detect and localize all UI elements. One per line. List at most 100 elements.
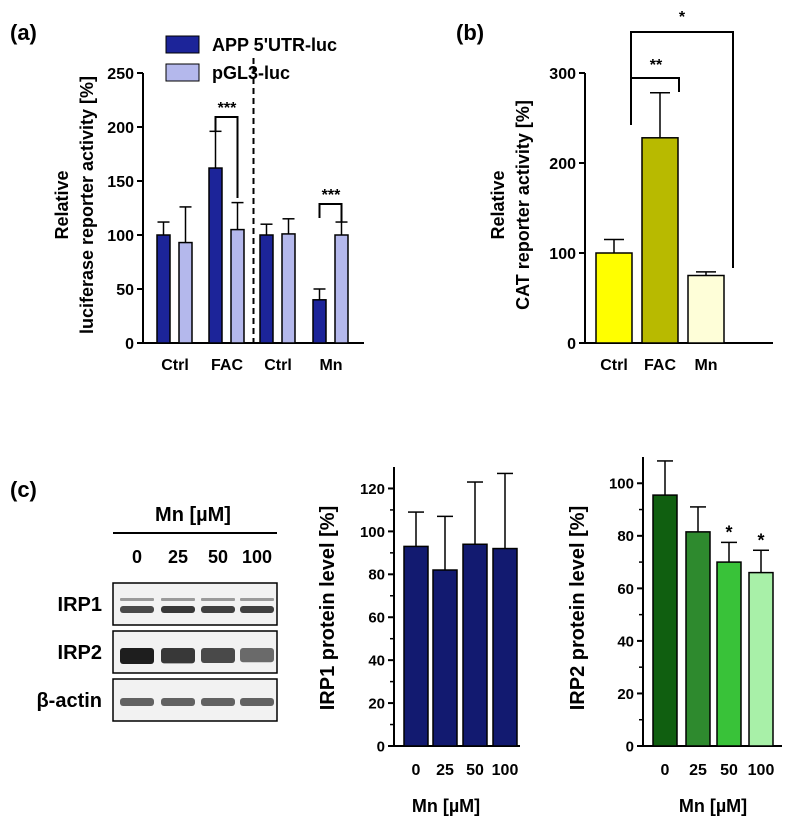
blot-frame-0: [112, 582, 278, 626]
chart-c2-bar-3: [748, 571, 774, 747]
chart-c1-ytick-label-4: 80: [368, 567, 385, 584]
chart-a-bar-0-1: [208, 167, 223, 344]
legend-label-app: APP 5'UTR-luc: [212, 35, 337, 55]
chart-c2-ytick-label-2: 40: [617, 633, 634, 650]
chart-b-xtick-label-0: Ctrl: [600, 357, 628, 374]
blot-faint-band-2: [201, 598, 235, 601]
chart-c1-ytick-label-1: 20: [368, 695, 385, 712]
chart-c1-xtick-label-0: 0: [412, 762, 421, 779]
chart-b-ytick-label-1: 100: [549, 246, 576, 263]
chart-b-sig-label-1: *: [679, 9, 686, 26]
panel-label-a: (a): [10, 20, 37, 45]
blot-row-label-1: IRP2: [58, 642, 102, 664]
chart-a-ytick-label-5: 250: [107, 66, 134, 83]
chart-c2-ytick-label-4: 80: [617, 528, 634, 545]
chart-c2-sig-label-0: *: [725, 522, 732, 542]
blot-band-0-0: [120, 606, 154, 613]
blot-row-label-2: β-actin: [36, 690, 102, 712]
blot-lane-label-2: 50: [208, 547, 228, 567]
chart-b-sig-bracket-1: [630, 31, 734, 268]
chart-a: Relative luciferase reporter activity [%…: [52, 35, 364, 374]
blot-band-2-3: [240, 698, 274, 706]
blot-lane-label-1: 25: [168, 547, 188, 567]
chart-c2-xtick-label-2: 50: [720, 762, 738, 779]
chart-c2-xtick-label-3: 100: [748, 762, 775, 779]
chart-c1-bar-2: [462, 543, 488, 747]
chart-c1: IRP1 protein level [%] Mn [µM] 0 20 40 60 80…: [317, 467, 520, 816]
chart-c2-xtick-label-0: 0: [661, 762, 670, 779]
chart-c1-xtick-label-1: 25: [436, 762, 454, 779]
chart-a-bar-0-2: [259, 234, 274, 344]
chart-b: Relative CAT reporter activity [%] 0 100 2…: [488, 9, 773, 374]
chart-a-ytick-label-4: 200: [107, 120, 134, 137]
chart-c1-ytick-label-3: 60: [368, 610, 385, 627]
blot-row-label-0: IRP1: [58, 594, 102, 616]
legend-swatch-pgl3: [165, 63, 200, 82]
blot-band-2-0: [120, 698, 154, 706]
chart-a-bar-1-0: [178, 241, 193, 344]
chart-a-xtick-label-2: Ctrl: [264, 357, 292, 374]
blot-faint-band-3: [240, 598, 274, 601]
chart-a-sig-label-1: ***: [322, 187, 341, 204]
chart-c1-ytick-label-0: 0: [377, 738, 385, 755]
chart-c2-ytick-label-3: 60: [617, 581, 634, 598]
chart-c2-ytick-label-0: 0: [626, 738, 634, 755]
chart-b-ytick-label-3: 300: [549, 66, 576, 83]
chart-a-ytick-label-0: 0: [125, 336, 134, 353]
chart-a-bar-1-3: [334, 234, 349, 344]
chart-c1-bar-1: [432, 569, 458, 747]
chart-b-ytick-label-0: 0: [567, 336, 576, 353]
chart-a-xtick-label-3: Mn: [319, 357, 342, 374]
blot-band-1-1: [161, 648, 195, 664]
chart-c1-bar-3: [492, 547, 518, 747]
blot-band-0-2: [201, 606, 235, 613]
chart-c1-xtick-label-3: 100: [492, 762, 519, 779]
panel-label-b: (b): [456, 20, 484, 45]
blot-band-2-1: [161, 698, 195, 706]
blot-faint-band-0: [120, 598, 154, 601]
chart-b-ytick-label-2: 200: [549, 156, 576, 173]
blot-band-0-1: [161, 606, 195, 613]
chart-b-bar-1: [641, 137, 679, 344]
chart-a-ylabel-line2: luciferase reporter activity [%]: [77, 76, 97, 334]
chart-c1-ylabel: IRP1 protein level [%]: [317, 506, 339, 711]
blot-header: Mn [µM]: [155, 504, 231, 526]
blot-lane-label-3: 100: [242, 547, 272, 567]
chart-b-bar-0: [595, 252, 633, 344]
chart-c1-xlabel: Mn [µM]: [412, 796, 480, 816]
chart-c2-ylabel: IRP2 protein level [%]: [567, 506, 589, 711]
chart-c2: IRP2 protein level [%] Mn [µM] 0 20 40 60 80…: [567, 457, 782, 816]
chart-c2-xlabel: Mn [µM]: [679, 796, 747, 816]
chart-c1-xtick-label-2: 50: [466, 762, 484, 779]
chart-c1-ytick-label-5: 100: [360, 524, 385, 541]
chart-a-ytick-label-2: 100: [107, 228, 134, 245]
blot-band-1-0: [120, 648, 154, 664]
chart-a-sig-label-0: ***: [218, 100, 237, 117]
chart-a-ylabel-line1: Relative: [52, 170, 72, 239]
chart-b-xtick-label-1: FAC: [644, 357, 676, 374]
chart-a-xtick-label-0: Ctrl: [161, 357, 189, 374]
panel-label-c: (c): [10, 477, 37, 502]
chart-a-ytick-label-3: 150: [107, 174, 134, 191]
chart-c2-bar-0: [652, 494, 678, 747]
chart-c1-ytick-label-2: 40: [368, 653, 385, 670]
chart-c2-bar-1: [685, 531, 711, 747]
western-blot: Mn [µM] 0 25 50 100 IRP1 IRP2 β-actin: [36, 504, 278, 722]
chart-b-ylabel-line2: CAT reporter activity [%]: [513, 100, 533, 310]
blot-band-1-3: [240, 648, 274, 663]
legend-label-pgl3: pGL3-luc: [212, 63, 290, 83]
chart-c2-ytick-label-5: 100: [609, 476, 634, 493]
chart-a-xtick-label-1: FAC: [211, 357, 243, 374]
chart-b-bar-2: [687, 274, 725, 344]
chart-c2-bar-2: [716, 561, 742, 747]
chart-c1-bar-0: [403, 545, 429, 747]
chart-b-ylabel-line1: Relative: [488, 170, 508, 239]
chart-a-sig-bracket-0: [214, 116, 239, 198]
blot-faint-band-1: [161, 598, 195, 601]
blot-band-0-3: [240, 606, 274, 613]
chart-c1-ytick-label-6: 120: [360, 481, 385, 498]
blot-band-1-2: [201, 648, 235, 663]
chart-a-bar-0-0: [156, 234, 171, 344]
chart-a-ytick-label-1: 50: [116, 282, 134, 299]
